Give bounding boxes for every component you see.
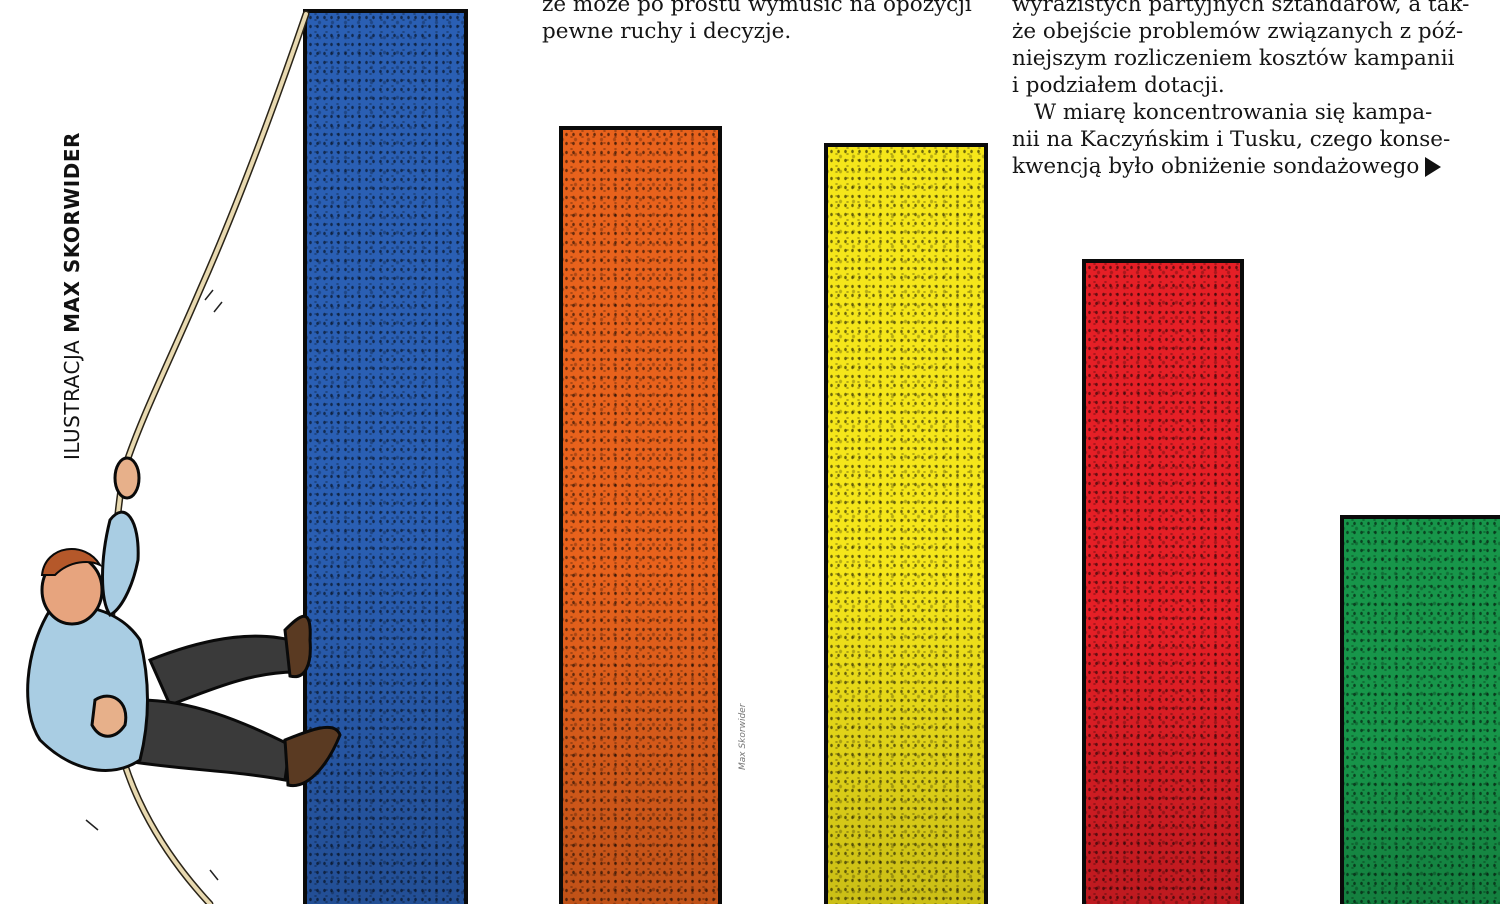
red-bar: [1082, 259, 1244, 904]
text-line: pewne ruchy i decyzje.: [542, 19, 792, 44]
green-bar: [1340, 515, 1500, 904]
text-line: nii na Kaczyńskim i Tusku, czego konse-: [1012, 127, 1451, 152]
text-line: i podziałem dotacji.: [1012, 73, 1225, 98]
article-column-right: wyrazistych partyjnych sztandarów, a tak…: [1012, 0, 1470, 180]
yellow-bar: [824, 143, 988, 904]
article-column-left: że może po prostu wymusić na opozycji pe…: [542, 0, 982, 45]
text-line: kwencją było obniżenie sondażowego: [1012, 154, 1420, 179]
text-line: niejszym rozliczeniem kosztów kampanii: [1012, 46, 1455, 71]
text-line: że może po prostu wymusić na opozycji: [542, 0, 972, 17]
blue-bar: [303, 9, 468, 904]
orange-bar: [559, 126, 722, 904]
text-line-last: kwencją było obniżenie sondażowego: [1012, 153, 1452, 180]
continue-arrow-icon: [1425, 157, 1442, 177]
text-line: że obejście problemów związanych z póź-: [1012, 19, 1464, 44]
climbing-man-illustration: [26, 10, 342, 904]
text-line: W miarę koncentrowania się kampa-: [1034, 100, 1433, 125]
artist-signature: Max Skorwider: [738, 703, 748, 770]
text-line: wyrazistych partyjnych sztandarów, a tak…: [1012, 0, 1470, 17]
